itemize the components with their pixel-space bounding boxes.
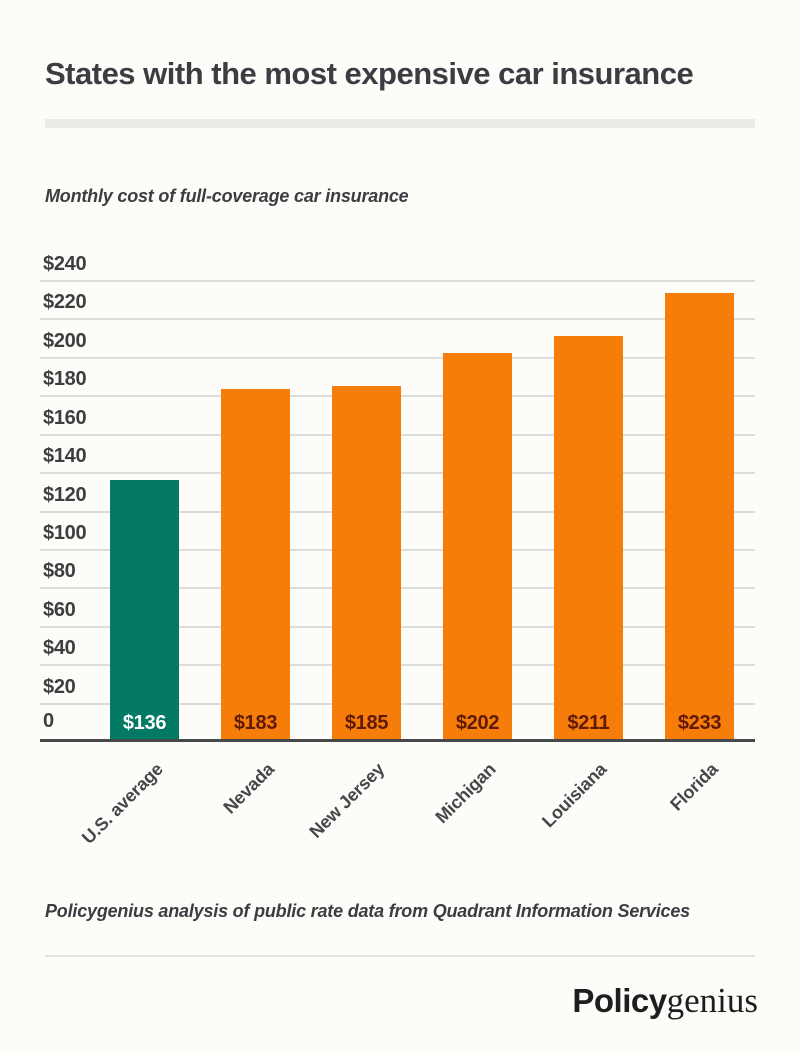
logo-text-policy: Policy (572, 982, 667, 1019)
bar (110, 480, 179, 741)
x-axis-category-label: U.S. average (77, 759, 167, 848)
x-axis-category-label: Florida (666, 759, 722, 815)
y-axis-tick-label: 0 (43, 710, 54, 732)
y-axis-tick-label: $160 (43, 407, 87, 429)
footer-divider (45, 955, 755, 957)
y-axis-tick-label: $20 (43, 676, 76, 698)
y-axis-tick-label: $140 (43, 445, 87, 467)
bar (221, 389, 290, 741)
page-title: States with the most expensive car insur… (45, 56, 694, 91)
bar-value-label: $136 (122, 712, 167, 734)
logo-text-genius: genius (666, 981, 758, 1020)
y-axis-tick-label: $40 (43, 637, 76, 659)
source-attribution: Policygenius analysis of public rate dat… (45, 901, 690, 921)
bar-value-label: $183 (233, 712, 278, 734)
x-axis-line (40, 739, 755, 742)
policygenius-logo: Policygenius (572, 981, 758, 1021)
y-axis-tick-label: $100 (43, 522, 87, 544)
x-axis-category-label: Michigan (431, 759, 500, 828)
y-axis-tick-label: $60 (43, 599, 76, 621)
chart-subtitle: Monthly cost of full-coverage car insura… (45, 186, 409, 206)
bar-value-label: $185 (344, 712, 389, 734)
y-axis-tick-label: $180 (43, 368, 87, 390)
bar (554, 336, 623, 741)
gridline (40, 280, 755, 282)
y-axis-tick-label: $120 (43, 484, 87, 506)
gridline (40, 357, 755, 359)
y-axis-tick-label: $240 (43, 253, 87, 275)
x-axis-category-label: New Jersey (305, 759, 389, 842)
bar-value-label: $202 (455, 712, 500, 734)
bar-value-label: $233 (677, 712, 722, 734)
x-axis-category-label: Louisiana (538, 759, 611, 832)
bar-value-label: $211 (567, 712, 610, 734)
gridline (40, 318, 755, 320)
y-axis-tick-label: $200 (43, 330, 87, 352)
bar (443, 353, 512, 741)
bar (665, 293, 734, 741)
bar (332, 386, 401, 741)
x-axis-category-label: Nevada (219, 759, 278, 818)
y-axis-tick-label: $220 (43, 291, 87, 313)
title-divider (45, 119, 755, 128)
y-axis-tick-label: $80 (43, 560, 76, 582)
